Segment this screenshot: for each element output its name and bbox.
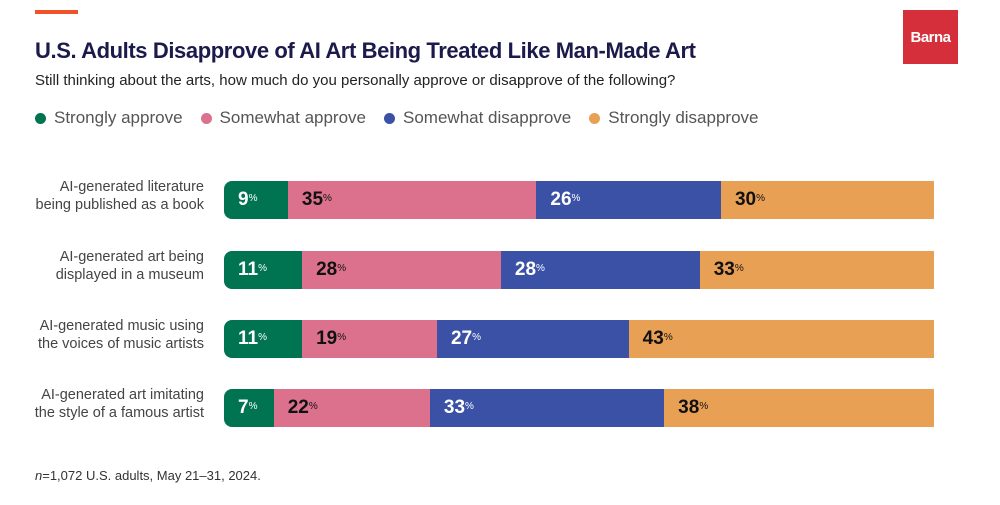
bar-segment: 27% (436, 320, 629, 358)
bar-segment: 7% (224, 389, 274, 427)
footnote: n=1,072 U.S. adults, May 21–31, 2024. (35, 468, 261, 483)
category-label: AI-generated music using the voices of m… (38, 318, 204, 352)
bar-segment: 28% (500, 251, 700, 289)
legend: Strongly approve Somewhat approve Somewhat… (35, 108, 759, 128)
legend-item: Strongly approve (35, 108, 183, 128)
percent-sign: % (536, 262, 545, 274)
data-label: 33 (713, 259, 735, 280)
legend-dot-icon (589, 112, 601, 124)
stacked-bar: 7% 22% 33% 38% (224, 389, 934, 427)
bar-segment: 19% (302, 320, 437, 358)
legend-label: Strongly disapprove (608, 108, 759, 127)
footnote-text: =1,072 U.S. adults, May 21–31, 2024. (42, 468, 261, 483)
bar-segment: 38% (664, 389, 934, 427)
category-label: AI-generated art imitating the style of … (34, 387, 204, 421)
percent-sign: % (337, 262, 347, 274)
bar-segment: 43% (628, 320, 934, 358)
barna-logo: Barna (903, 10, 958, 64)
percent-sign: % (258, 331, 267, 343)
percent-sign: % (699, 400, 709, 412)
chart-subtitle: Still thinking about the arts, how much … (35, 72, 676, 89)
bar-segment: 30% (720, 181, 934, 219)
data-label: 43 (642, 328, 664, 349)
data-label: 22 (287, 397, 309, 418)
legend-dot-icon (384, 112, 396, 124)
accent-bar (35, 10, 78, 14)
bar-segment: 33% (699, 251, 934, 289)
bar-segment: 28% (302, 251, 501, 289)
percent-sign: % (248, 400, 258, 412)
data-label: 28 (514, 259, 537, 280)
legend-item: Somewhat disapprove (384, 108, 571, 128)
percent-sign: % (663, 331, 673, 343)
bar-segment: 33% (429, 389, 665, 427)
percent-sign: % (323, 192, 332, 204)
bar-segment: 22% (273, 389, 430, 427)
bar-segment: 11% (224, 320, 303, 358)
bar-segment: 9% (224, 181, 288, 219)
percent-sign: % (308, 400, 318, 412)
category-label: AI-generated literature being published … (35, 179, 205, 213)
percent-sign: % (756, 192, 766, 204)
legend-dot-icon (35, 112, 46, 124)
chart-title: U.S. Adults Disapprove of AI Art Being T… (35, 38, 696, 63)
data-label: 11 (238, 328, 259, 349)
data-label: 28 (316, 259, 338, 280)
footnote-n: n (35, 468, 43, 483)
category-label: AI-generated art being displayed in a mu… (55, 249, 204, 283)
legend-label: Somewhat approve (219, 108, 367, 127)
percent-sign: % (465, 400, 474, 412)
percent-sign: % (472, 331, 482, 343)
data-label: 19 (316, 328, 338, 349)
data-label: 9 (238, 189, 249, 210)
logo-text: Barna (910, 28, 951, 46)
percent-sign: % (258, 262, 267, 274)
legend-label: Somewhat disapprove (403, 108, 572, 127)
legend-dot-icon (200, 112, 212, 124)
legend-label: Strongly approve (54, 108, 183, 127)
stacked-bar: 11% 28% 28% 33% (224, 251, 934, 289)
data-label: 26 (550, 189, 572, 210)
legend-item: Strongly disapprove (589, 108, 759, 128)
data-label: 35 (301, 189, 324, 210)
stacked-bar: 9% 35% 26% 30% (224, 181, 934, 219)
legend-item: Somewhat approve (200, 108, 367, 128)
data-label: 30 (734, 189, 757, 210)
bar-segment: 26% (536, 181, 721, 219)
data-label: 11 (238, 259, 259, 280)
bar-segment: 11% (224, 251, 303, 289)
data-label: 33 (443, 397, 466, 418)
data-label: 27 (450, 328, 473, 349)
data-label: 7 (238, 397, 249, 418)
percent-sign: % (248, 192, 258, 204)
stacked-bar: 11% 19% 27% 43% (224, 320, 934, 358)
percent-sign: % (734, 262, 744, 274)
bar-segment: 35% (287, 181, 537, 219)
percent-sign: % (571, 192, 581, 204)
data-label: 38 (678, 397, 700, 418)
percent-sign: % (337, 331, 347, 343)
